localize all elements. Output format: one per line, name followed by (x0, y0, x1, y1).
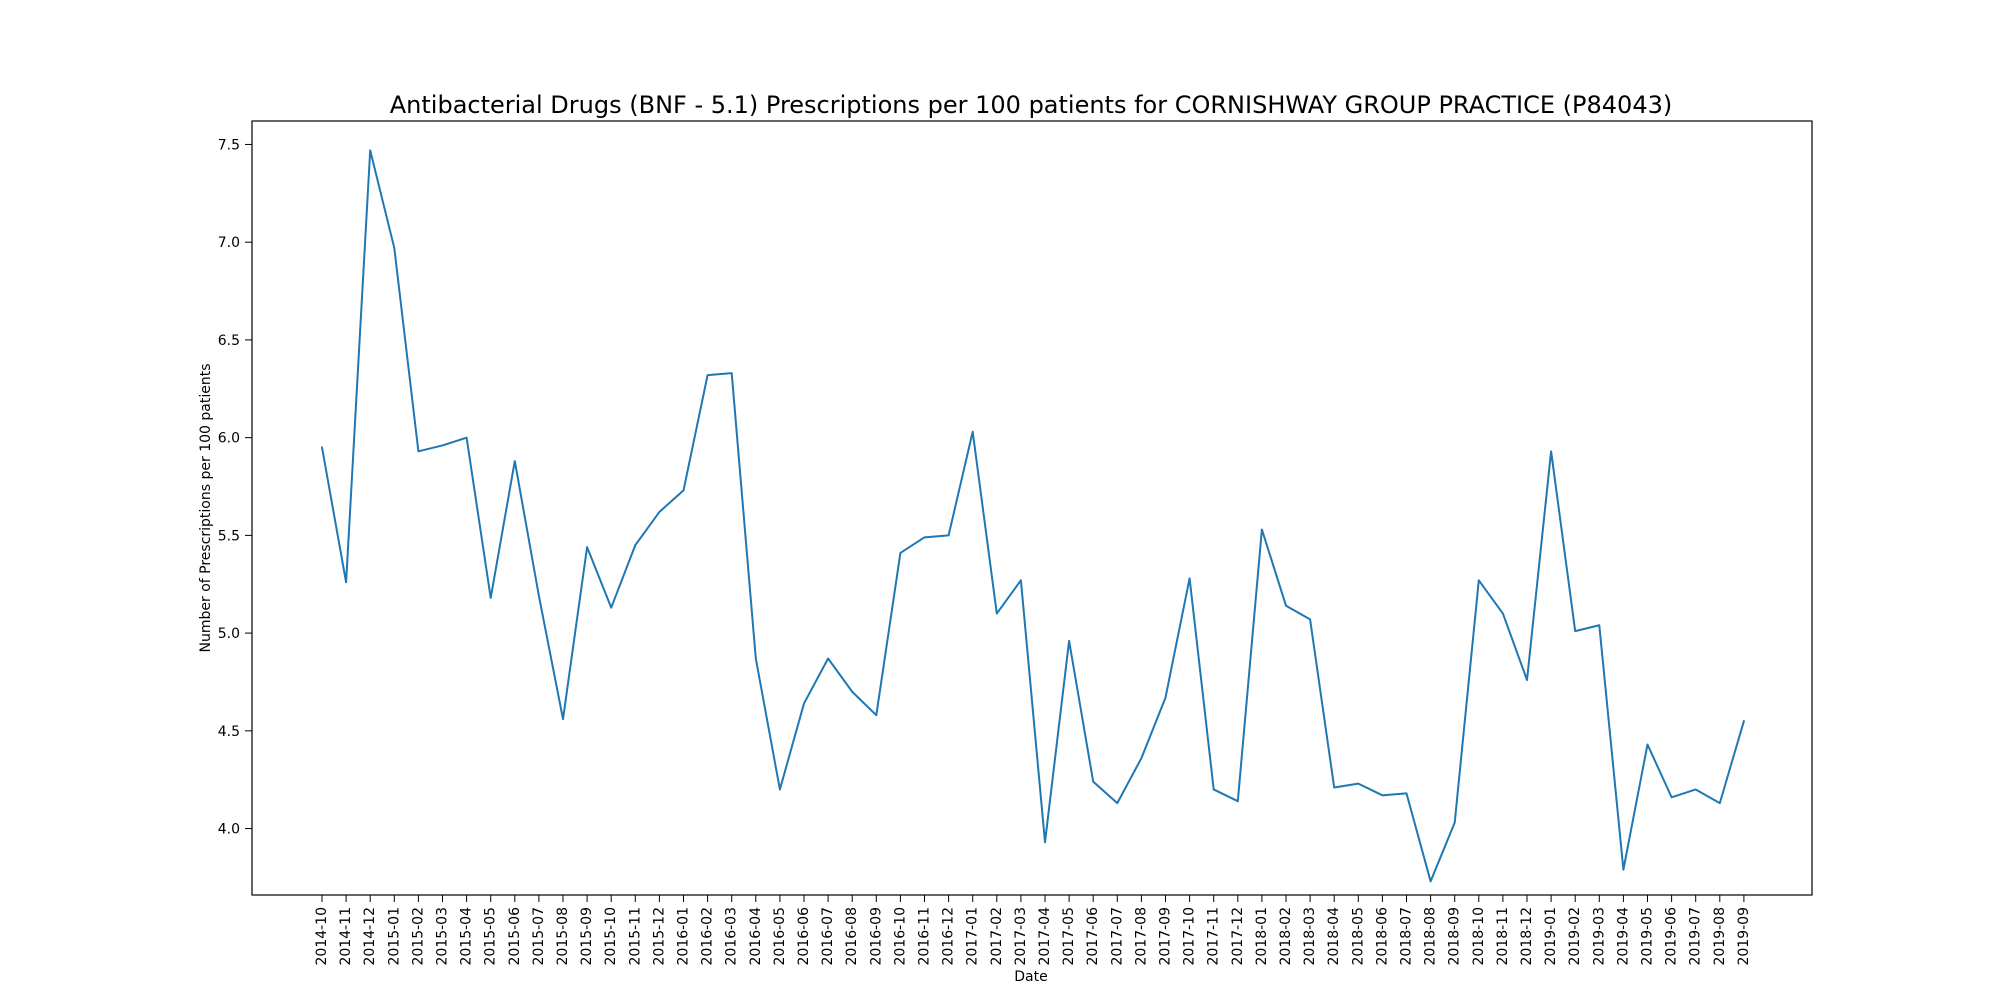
x-tick-label: 2018-11 (1495, 907, 1511, 966)
x-tick-label: 2016-10 (892, 907, 908, 966)
series-layer (321, 149, 1745, 883)
x-tick-label: 2016-06 (796, 907, 812, 966)
x-tick-label: 2018-03 (1302, 907, 1318, 966)
x-tick-label: 2019-02 (1567, 907, 1583, 966)
y-axis-label: Number of Prescriptions per 100 patients (198, 364, 214, 653)
x-tick-label: 2016-12 (941, 907, 957, 966)
x-tick-label: 2019-05 (1640, 907, 1656, 966)
x-tick-label: 2015-04 (459, 907, 475, 966)
series-line (321, 149, 1745, 883)
y-tick-label: 4.5 (218, 724, 240, 740)
x-tick-label: 2019-08 (1712, 907, 1728, 966)
x-tick-label: 2016-07 (820, 907, 836, 966)
x-tick-label: 2015-08 (555, 907, 571, 966)
y-tick-label: 4.0 (218, 822, 240, 838)
x-tick-label: 2015-06 (507, 907, 523, 966)
x-tick-label: 2015-11 (627, 907, 643, 966)
x-tick-label: 2015-01 (386, 907, 402, 966)
x-tick-label: 2014-10 (314, 907, 330, 966)
x-tick-label: 2017-11 (1206, 907, 1222, 966)
y-tick-label: 5.0 (218, 626, 240, 642)
x-tick-label: 2017-10 (1182, 907, 1198, 966)
x-tick-label: 2015-07 (531, 907, 547, 966)
x-tick-label: 2017-07 (1109, 907, 1125, 966)
x-tick-label: 2018-05 (1350, 907, 1366, 966)
x-tick-label: 2017-03 (1013, 907, 1029, 966)
x-tick-label: 2016-11 (917, 907, 933, 966)
x-tick-label: 2016-01 (676, 907, 692, 966)
x-axis: 2014-10 2014-11 2014-12 2015-01 2015-02 2015-… (314, 895, 1752, 966)
x-tick-label: 2018-04 (1326, 907, 1342, 966)
y-tick-label: 7.5 (218, 137, 240, 153)
x-tick-label: 2016-02 (700, 907, 716, 966)
x-tick-label: 2017-08 (1133, 907, 1149, 966)
x-tick-label: 2017-05 (1061, 907, 1077, 966)
x-tick-label: 2019-06 (1664, 907, 1680, 966)
x-tick-label: 2016-04 (748, 907, 764, 966)
x-tick-label: 2017-01 (965, 907, 981, 966)
x-tick-label: 2018-09 (1447, 907, 1463, 966)
x-tick-label: 2016-03 (724, 907, 740, 966)
x-tick-label: 2015-02 (410, 907, 426, 966)
x-tick-label: 2019-07 (1688, 907, 1704, 966)
x-tick-label: 2015-09 (579, 907, 595, 966)
x-tick-label: 2014-12 (362, 907, 378, 966)
y-tick-label: 5.5 (218, 528, 240, 544)
x-tick-label: 2015-03 (435, 907, 451, 966)
x-tick-label: 2017-02 (989, 907, 1005, 966)
x-tick-label: 2018-10 (1471, 907, 1487, 966)
x-tick-label: 2017-09 (1158, 907, 1174, 966)
x-tick-label: 2015-10 (603, 907, 619, 966)
x-tick-label: 2016-08 (844, 907, 860, 966)
x-tick-label: 2018-12 (1519, 907, 1535, 966)
y-tick-label: 7.0 (218, 235, 240, 251)
x-tick-label: 2016-09 (868, 907, 884, 966)
x-tick-label: 2019-03 (1591, 907, 1607, 966)
x-tick-label: 2017-12 (1230, 907, 1246, 966)
x-tick-label: 2019-09 (1736, 907, 1752, 966)
x-tick-label: 2015-12 (651, 907, 667, 966)
x-tick-label: 2017-04 (1037, 907, 1053, 966)
x-axis-label: Date (1014, 969, 1047, 985)
chart-title: Antibacterial Drugs (BNF - 5.1) Prescrip… (390, 91, 1672, 119)
x-tick-label: 2018-08 (1423, 907, 1439, 966)
x-tick-label: 2018-01 (1254, 907, 1270, 966)
x-tick-label: 2018-02 (1278, 907, 1294, 966)
y-axis: 4.0 4.5 5.0 5.5 6.0 6.5 7.0 7.5 (218, 137, 252, 838)
x-tick-label: 2018-06 (1374, 907, 1390, 966)
x-tick-label: 2019-01 (1543, 907, 1559, 966)
x-tick-label: 2016-05 (772, 907, 788, 966)
y-tick-label: 6.0 (218, 431, 240, 447)
plot-frame (251, 120, 1813, 896)
x-tick-label: 2014-11 (338, 907, 354, 966)
x-tick-label: 2019-04 (1615, 907, 1631, 966)
x-tick-label: 2017-06 (1085, 907, 1101, 966)
y-tick-label: 6.5 (218, 333, 240, 349)
x-tick-label: 2018-07 (1399, 907, 1415, 966)
x-tick-label: 2015-05 (483, 907, 499, 966)
